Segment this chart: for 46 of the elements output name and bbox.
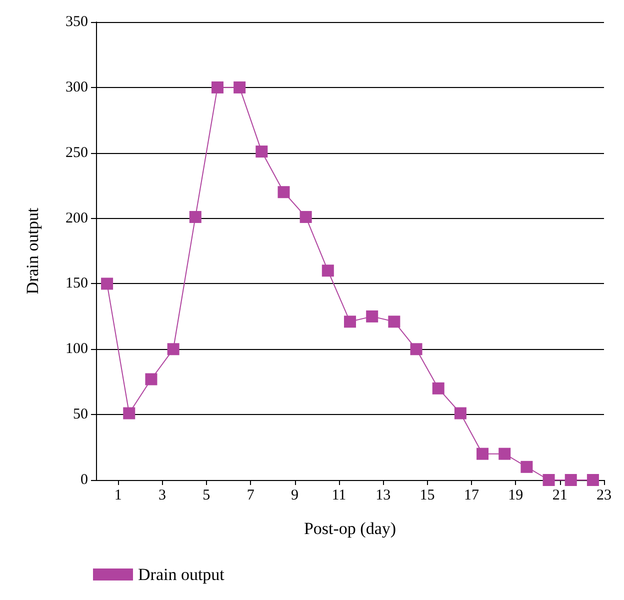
point	[278, 186, 290, 198]
point	[476, 448, 489, 460]
point	[344, 316, 356, 328]
y-tick-label: 150	[66, 276, 88, 292]
x-tick-label: 19	[508, 488, 524, 504]
point	[520, 460, 533, 473]
point	[145, 373, 158, 386]
point	[410, 343, 422, 356]
point	[454, 407, 466, 420]
y-axis-title: Drain output	[23, 208, 42, 294]
point	[388, 316, 400, 328]
point	[123, 407, 136, 420]
point	[586, 474, 599, 486]
x-tick-label: 7	[246, 488, 255, 504]
legend-label: Drain output	[138, 565, 225, 584]
y-tick-label: 250	[66, 144, 88, 161]
x-tick-label: 17	[464, 488, 480, 504]
point	[234, 81, 246, 94]
point	[167, 343, 180, 356]
y-tick-label: 0	[80, 472, 88, 488]
point	[366, 310, 378, 322]
y-tick-label: 200	[66, 210, 88, 226]
point	[542, 474, 555, 486]
x-tick-label: 5	[202, 488, 210, 504]
point	[300, 210, 312, 223]
x-tick-label: 11	[332, 488, 346, 504]
y-tick-label: 100	[66, 341, 88, 358]
x-tick-label: 21	[552, 488, 568, 504]
point	[564, 474, 577, 486]
x-tick-label: 3	[158, 488, 166, 504]
y-tick-label: 350	[66, 14, 88, 30]
x-tick-label: 9	[291, 488, 299, 504]
point	[498, 448, 511, 460]
x-tick-label: 15	[420, 488, 435, 504]
y-tick-label: 300	[66, 79, 88, 96]
point	[101, 278, 114, 290]
x-tick-label: 1	[114, 488, 122, 504]
x-tick-label: 23	[596, 488, 612, 504]
point	[211, 81, 224, 94]
point	[322, 264, 334, 277]
y-tick-label: 50	[73, 406, 88, 423]
point	[256, 146, 268, 158]
point	[189, 210, 202, 223]
x-tick-label: 13	[376, 488, 391, 504]
x-axis-title: Post-op (day)	[304, 519, 396, 538]
point	[432, 382, 444, 394]
